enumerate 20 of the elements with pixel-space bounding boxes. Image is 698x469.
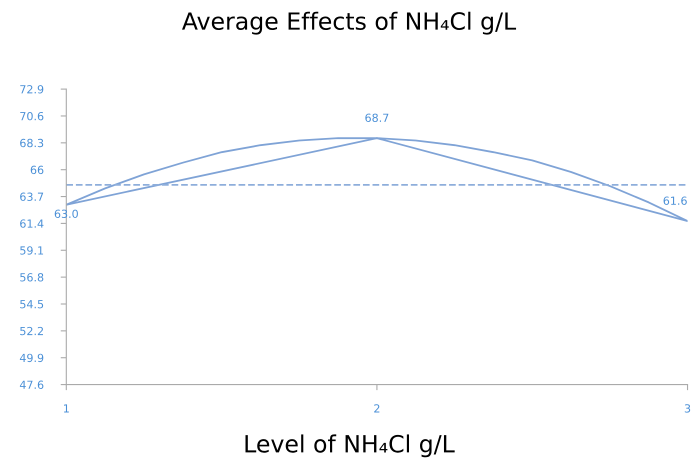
y-tick-label: 54.5 bbox=[20, 300, 44, 308]
data-label: 68.7 bbox=[365, 114, 388, 122]
x-axis-title: Level of NH₄Cl g/L bbox=[246, 434, 455, 458]
y-tick-label: 72.9 bbox=[20, 85, 44, 94]
chart-title: Average Effects of NH₄Cl g/L bbox=[182, 12, 516, 35]
y-tick-label: 56.8 bbox=[20, 273, 44, 282]
y-tick-label: 68.3 bbox=[20, 138, 44, 148]
y-tick-label: 61.4 bbox=[20, 219, 44, 228]
y-tick-label: 70.6 bbox=[20, 112, 44, 120]
x-tick-label: 2 bbox=[374, 404, 380, 412]
y-tick-label: 49.9 bbox=[20, 354, 44, 362]
data-label: 61.6 bbox=[664, 196, 687, 205]
y-tick-label: 66 bbox=[30, 166, 44, 174]
data-label: 63.0 bbox=[54, 210, 78, 218]
x-tick-label: 1 bbox=[64, 404, 69, 412]
x-tick-label: 3 bbox=[684, 404, 690, 413]
y-tick-label: 63.7 bbox=[20, 192, 44, 201]
y-tick-label: 52.2 bbox=[20, 326, 43, 336]
y-tick-label: 47.6 bbox=[20, 380, 44, 389]
y-tick-label: 59.1 bbox=[20, 246, 44, 255]
